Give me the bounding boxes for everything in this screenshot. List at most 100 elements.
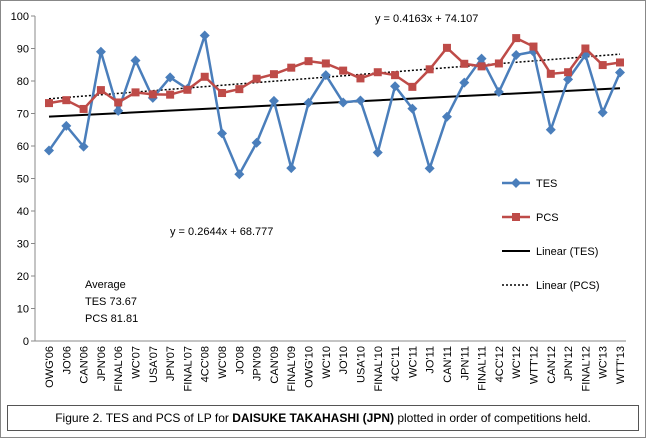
trendline (48, 53, 621, 100)
x-tick-label: JO'06 (61, 346, 73, 374)
average-title: Average (85, 279, 126, 291)
x-tick-label: WC'07 (131, 346, 143, 379)
legend-label: Linear (PCS) (536, 280, 600, 292)
y-tick-label: 60 (17, 141, 29, 153)
legend-label: PCS (536, 212, 559, 224)
x-tick-label: FINAL'10 (373, 346, 385, 392)
caption-box (7, 405, 639, 431)
y-tick-label: 80 (17, 76, 29, 88)
marker (373, 68, 382, 77)
marker (511, 178, 521, 188)
marker (355, 95, 366, 106)
trend-equation: y = 0.4163x + 74.107 (375, 13, 478, 25)
marker (218, 89, 227, 98)
y-tick-label: 50 (17, 174, 29, 186)
x-tick-label: JO'10 (338, 346, 350, 374)
marker (459, 77, 470, 88)
marker (424, 163, 435, 174)
x-tick-label: 4CC'12 (494, 346, 506, 382)
marker (598, 61, 607, 70)
marker (546, 69, 555, 78)
caption-before: Figure 2. TES and PCS of LP for (55, 411, 232, 425)
y-tick-label: 40 (17, 206, 29, 218)
x-tick-label: WC'11 (407, 346, 419, 378)
y-tick-label: 0 (23, 336, 29, 348)
trend-equation: y = 0.2644x + 68.777 (170, 226, 273, 238)
x-tick-label: CAN'11 (442, 346, 454, 383)
x-tick-label: WTT'13 (615, 346, 627, 384)
marker (407, 103, 418, 114)
x-tick-label: CAN'09 (269, 346, 281, 384)
caption: Figure 2. TES and PCS of LP for DAISUKE … (55, 411, 591, 425)
marker (131, 88, 140, 97)
marker (235, 85, 244, 94)
marker (130, 55, 141, 66)
x-tick-label: 4CC'08 (200, 346, 212, 382)
y-tick-label: 90 (17, 44, 29, 56)
y-tick-label: 70 (17, 109, 29, 121)
x-tick-label: WC'12 (511, 346, 523, 379)
marker (287, 63, 296, 72)
marker (425, 65, 434, 74)
marker (286, 163, 297, 174)
x-tick-label: WC'13 (598, 346, 610, 379)
marker (529, 42, 538, 51)
marker (356, 74, 365, 83)
marker (564, 68, 573, 77)
marker (511, 50, 522, 60)
marker (408, 82, 417, 91)
x-tick-label: USA'10 (355, 346, 367, 383)
series-line (48, 36, 621, 111)
x-tick-label: FINAL'09 (286, 346, 298, 392)
marker (148, 90, 157, 99)
marker (113, 105, 124, 116)
x-tick-label: FINAL'06 (113, 346, 125, 392)
y-tick-label: 20 (17, 271, 29, 283)
marker (338, 97, 349, 108)
marker (78, 141, 89, 152)
marker (114, 98, 123, 107)
series-line (47, 35, 622, 178)
legend-label: Linear (TES) (536, 246, 598, 258)
x-tick-label: USA'07 (148, 346, 160, 383)
marker (96, 86, 105, 95)
x-tick-label: OWG'06 (44, 346, 56, 388)
marker (79, 104, 88, 113)
marker (251, 137, 262, 148)
x-tick-label: 4CC'11 (390, 346, 402, 382)
marker (460, 59, 469, 68)
marker (391, 71, 400, 80)
y-tick-label: 10 (17, 304, 29, 316)
marker (303, 97, 314, 108)
x-tick-label: WC'08 (217, 346, 229, 379)
marker (62, 96, 71, 105)
marker (234, 169, 245, 180)
marker (597, 107, 608, 118)
marker (512, 213, 520, 221)
legend-label: TES (536, 178, 557, 190)
x-tick-label: JPN'09 (252, 346, 264, 381)
marker (166, 90, 175, 99)
marker (339, 66, 348, 75)
marker (494, 59, 503, 68)
marker (200, 72, 209, 81)
marker (616, 58, 624, 67)
marker (252, 74, 261, 83)
marker (372, 147, 383, 158)
marker (476, 53, 487, 64)
marker (217, 128, 228, 139)
marker (563, 74, 574, 85)
x-tick-label: CAN'12 (546, 346, 558, 384)
x-tick-label: JPN'11 (459, 346, 471, 380)
y-tick-label: 100 (11, 11, 29, 23)
marker (615, 67, 625, 78)
marker (183, 85, 192, 94)
x-tick-label: CAN'06 (79, 346, 91, 384)
x-tick-label: FINAL'11 (477, 346, 489, 391)
marker (199, 30, 210, 41)
y-tick-label: 30 (17, 239, 29, 251)
x-tick-label: WC'10 (321, 346, 333, 379)
marker (581, 44, 590, 53)
